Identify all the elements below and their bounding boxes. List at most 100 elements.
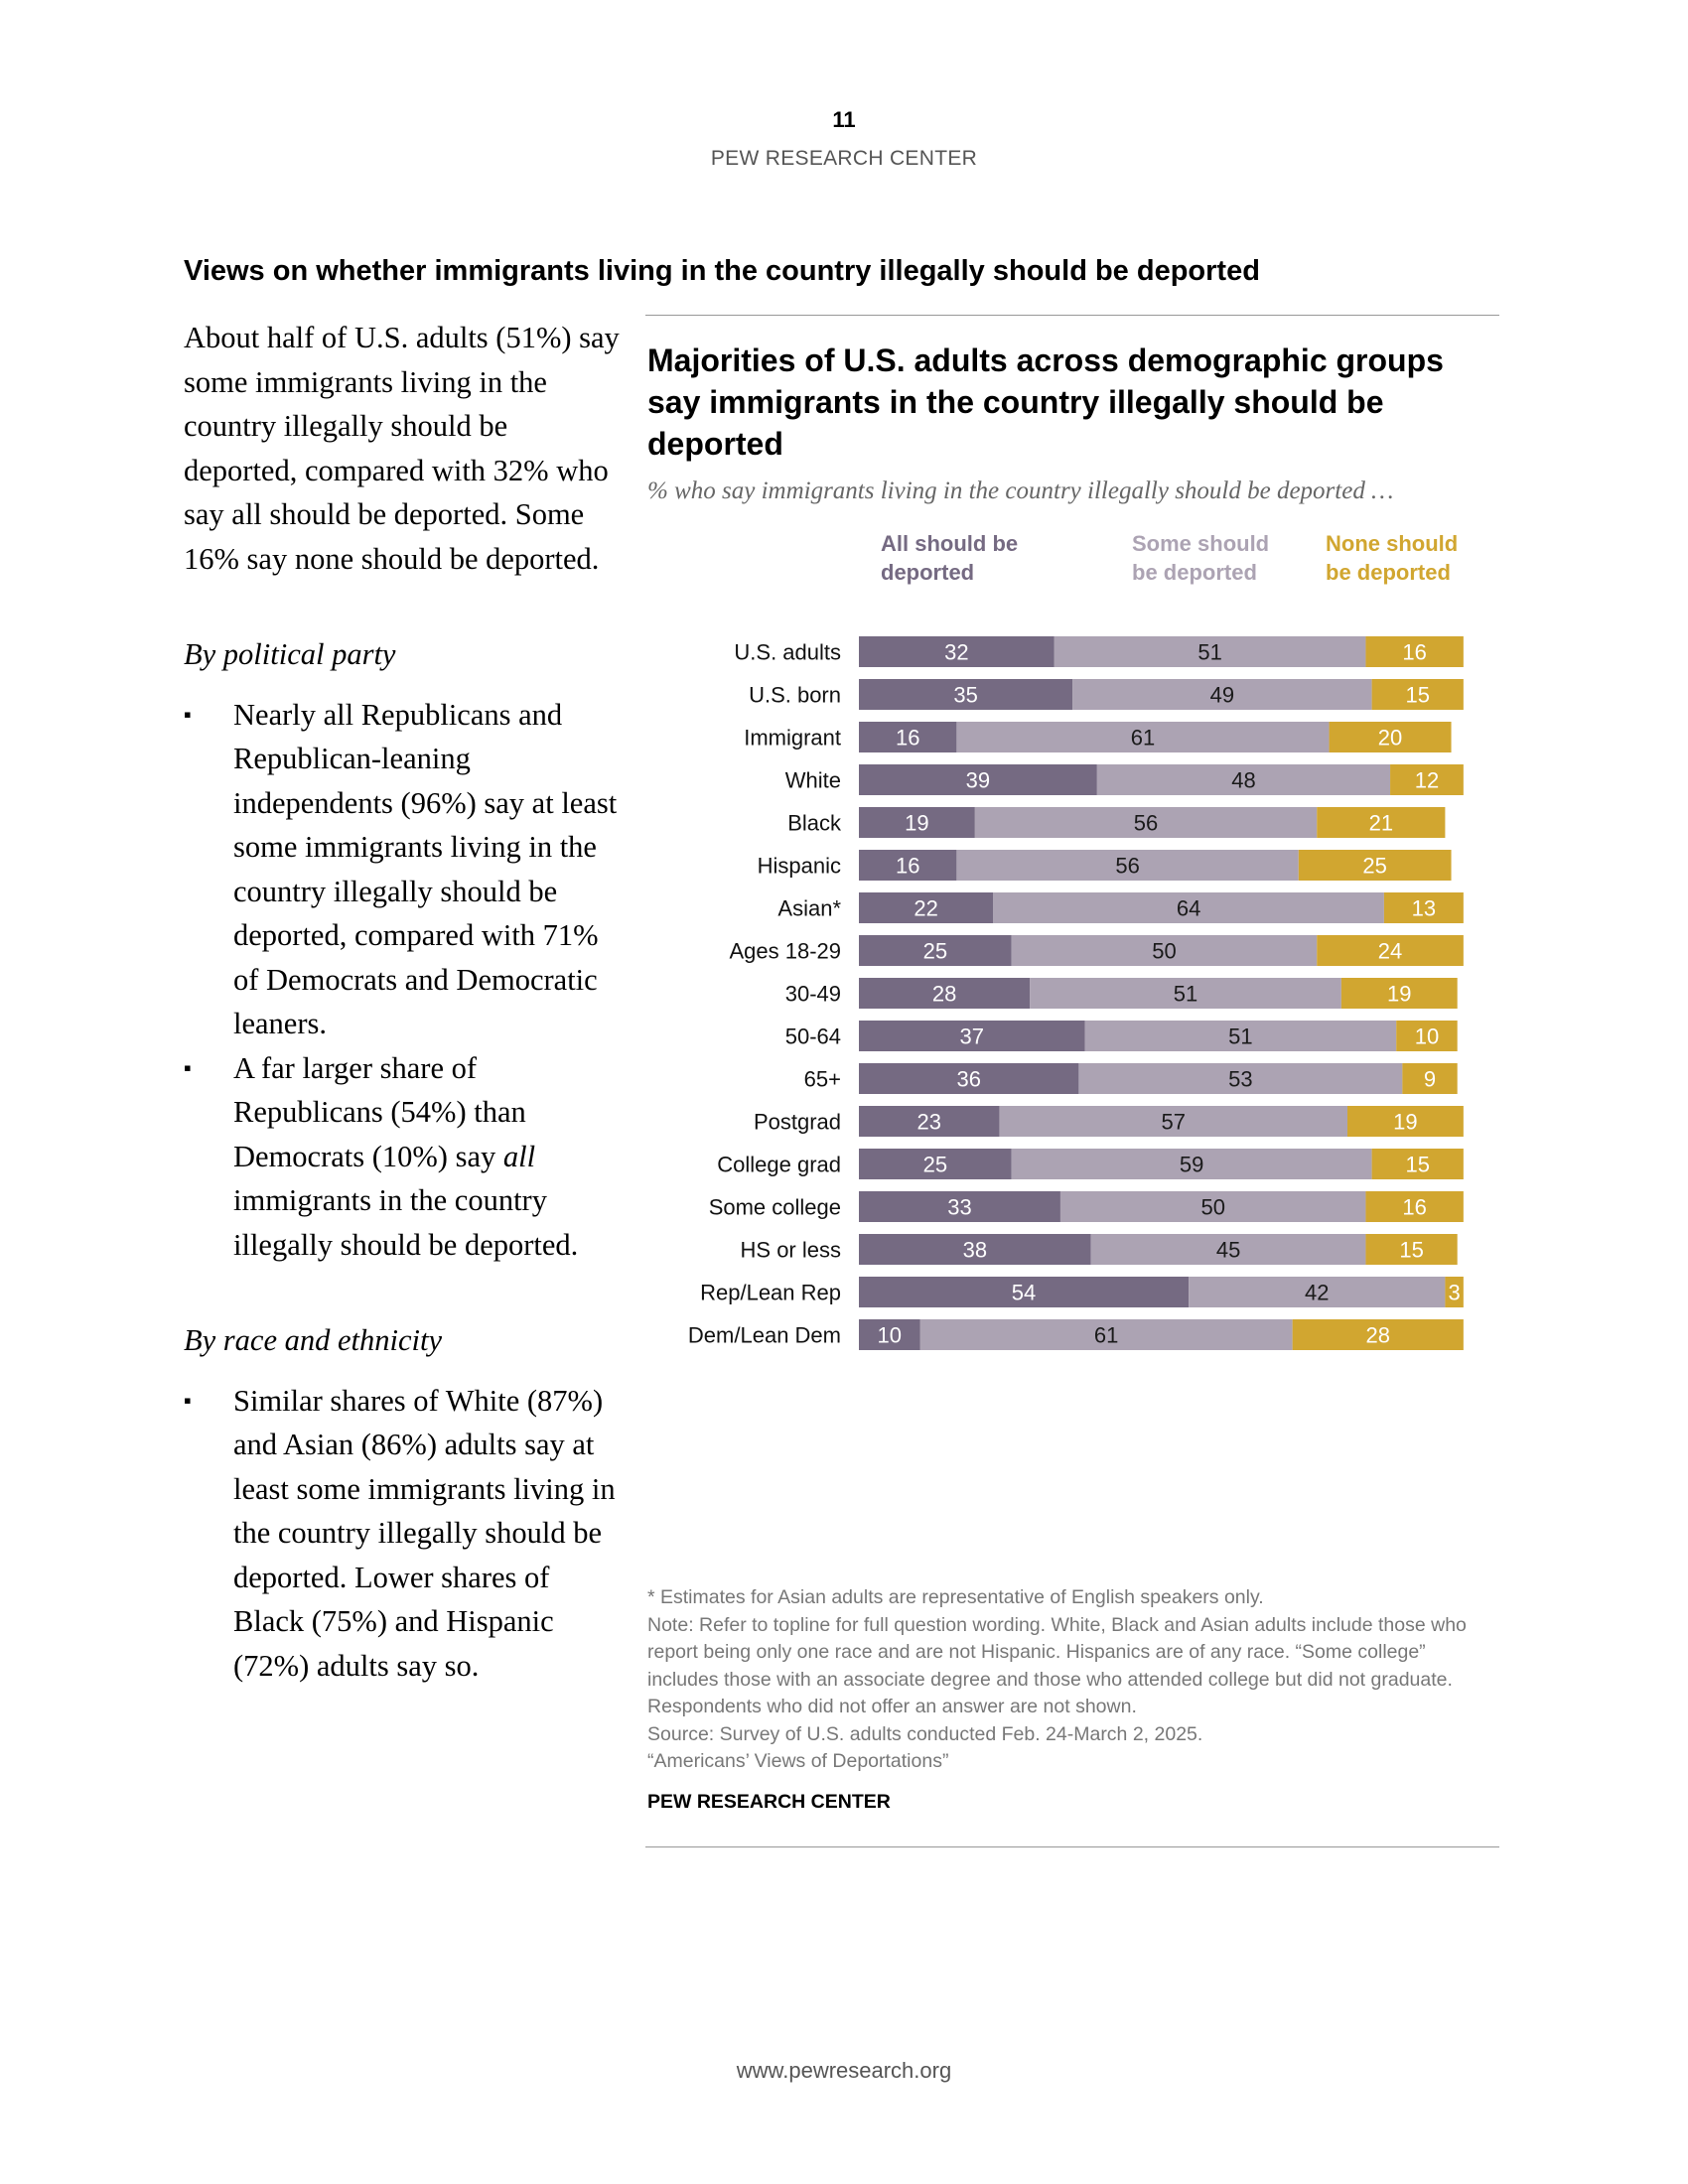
- bar-segment: [1371, 679, 1464, 710]
- category-label: Postgrad: [754, 1110, 841, 1135]
- bar-segment: [859, 1319, 920, 1350]
- bar-segment: [1340, 978, 1458, 1009]
- bar-segment: [974, 807, 1318, 838]
- data-label: 16: [896, 854, 919, 879]
- bar-segment: [993, 892, 1384, 923]
- data-label: 36: [956, 1067, 980, 1092]
- bar-segment: [859, 1191, 1060, 1222]
- data-label: 53: [1228, 1067, 1252, 1092]
- category-label: HS or less: [741, 1238, 841, 1263]
- bar-segment: [859, 892, 994, 923]
- data-label: 28: [932, 982, 956, 1007]
- bar-segment: [1059, 1191, 1366, 1222]
- race-bullet-list: ▪ Similar shares of White (87%) and Asia…: [184, 1379, 621, 1689]
- bar-segment: [859, 764, 1097, 795]
- data-label: 16: [1402, 1195, 1426, 1220]
- category-label: U.S. born: [749, 683, 841, 708]
- data-label: 25: [1362, 854, 1386, 879]
- data-label: 19: [905, 811, 928, 836]
- data-label: 51: [1228, 1024, 1252, 1049]
- bullet-text-after: immigrants in the country illegally shou…: [233, 1183, 579, 1262]
- data-label: 13: [1412, 896, 1436, 921]
- bar-segment: [1078, 1063, 1403, 1094]
- org-header: PEW RESEARCH CENTER: [710, 147, 978, 170]
- bar-segment: [1090, 1234, 1366, 1265]
- data-label: 42: [1305, 1281, 1329, 1305]
- chart-report-title: “Americans’ Views of Deportations”: [647, 1750, 949, 1772]
- legend-label: Some should be deported: [1132, 531, 1269, 585]
- data-label: 33: [947, 1195, 971, 1220]
- bar-segment: [919, 1319, 1293, 1350]
- category-label: Some college: [709, 1195, 841, 1220]
- bar-segment: [1011, 935, 1318, 966]
- data-label: 49: [1210, 683, 1234, 708]
- bar-segment: [859, 935, 1012, 966]
- category-label: Asian*: [777, 896, 841, 921]
- category-label: 30-49: [785, 982, 841, 1007]
- bar-segment: [1365, 1191, 1464, 1222]
- data-label: 45: [1216, 1238, 1240, 1263]
- data-label: 64: [1177, 896, 1200, 921]
- data-label: 59: [1180, 1153, 1203, 1177]
- data-label: 50: [1200, 1195, 1224, 1220]
- bar-segment: [1054, 636, 1366, 667]
- footer-url: www.pewresearch.org: [736, 2058, 952, 2083]
- category-label: Rep/Lean Rep: [700, 1281, 841, 1305]
- category-label: 65+: [804, 1067, 841, 1092]
- body-text-column: About half of U.S. adults (51%) say some…: [184, 316, 621, 1688]
- bar-segment: [1365, 636, 1464, 667]
- data-label: 25: [923, 939, 947, 964]
- bar-segment: [956, 722, 1330, 752]
- list-item: ▪ Similar shares of White (87%) and Asia…: [184, 1379, 621, 1689]
- bar-segment: [859, 807, 975, 838]
- data-label: 16: [1402, 640, 1426, 665]
- category-label: Immigrant: [744, 726, 841, 751]
- bar-segment: [1371, 1149, 1464, 1179]
- list-item: ▪ Nearly all Republicans and Republican-…: [184, 693, 621, 1046]
- data-label: 21: [1369, 811, 1393, 836]
- legend-label: None should be deported: [1326, 531, 1458, 585]
- bar-segment: [859, 1149, 1012, 1179]
- bar-segment: [859, 722, 957, 752]
- bar-segment: [1365, 1234, 1458, 1265]
- data-label: 25: [923, 1153, 947, 1177]
- section-title: Views on whether immigrants living in th…: [184, 255, 1260, 287]
- bar-segment: [1317, 935, 1464, 966]
- legend-label-line: All should be: [881, 531, 1018, 556]
- data-label: 51: [1197, 640, 1221, 665]
- data-label: 57: [1161, 1110, 1185, 1135]
- legend-label-line: None should: [1326, 531, 1458, 556]
- bar-segment: [859, 1063, 1079, 1094]
- bar-segment: [859, 1277, 1190, 1307]
- bar-segment: [1096, 764, 1391, 795]
- data-label: 54: [1012, 1281, 1036, 1305]
- chart-source: Source: Survey of U.S. adults conducted …: [647, 1722, 1203, 1745]
- data-label: 19: [1387, 982, 1411, 1007]
- bar-segment: [1383, 892, 1464, 923]
- bullet-icon: ▪: [184, 1054, 192, 1080]
- party-subheading: By political party: [184, 637, 396, 671]
- bar-segment: [859, 978, 1031, 1009]
- data-label: 39: [966, 768, 990, 793]
- legend-label: All should be deported: [881, 531, 1018, 585]
- legend-label-line: be deported: [1326, 560, 1451, 585]
- data-label: 37: [960, 1024, 984, 1049]
- data-label: 61: [1131, 726, 1155, 751]
- bar-segment: [859, 1234, 1091, 1265]
- bar-segment: [1292, 1319, 1464, 1350]
- bar-segment: [1084, 1021, 1397, 1051]
- legend-label-line: Some should: [1132, 531, 1269, 556]
- bar-segment: [1072, 679, 1372, 710]
- data-label: 48: [1231, 768, 1255, 793]
- bullet-text-before: A far larger share of Republicans (54%) …: [233, 1050, 526, 1173]
- chart-notes: * Estimates for Asian adults are represe…: [647, 1584, 1501, 1776]
- data-label: 56: [1115, 854, 1139, 879]
- data-label: 28: [1366, 1323, 1390, 1348]
- list-item: ▪ A far larger share of Republicans (54%…: [184, 1046, 621, 1268]
- intro-paragraph: About half of U.S. adults (51%) say some…: [184, 321, 620, 576]
- data-label: 15: [1405, 1153, 1429, 1177]
- chart-source-label: PEW RESEARCH CENTER: [647, 1791, 891, 1813]
- data-label: 24: [1378, 939, 1402, 964]
- data-label: 3: [1449, 1281, 1461, 1305]
- page-number: 11: [832, 107, 856, 132]
